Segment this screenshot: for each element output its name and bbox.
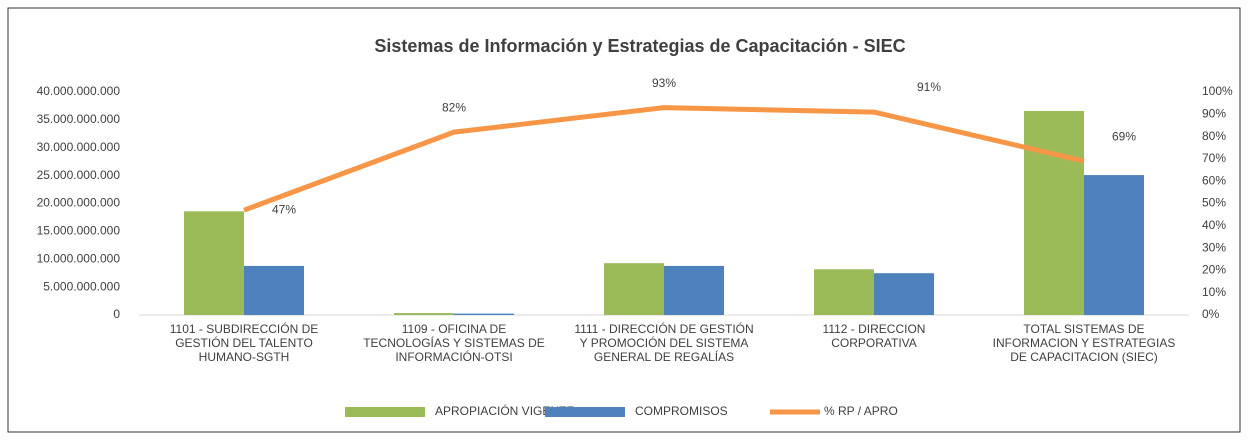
data-label: 69% [1112,129,1136,143]
legend-swatch [545,407,625,417]
bar [244,265,304,315]
data-label: 82% [442,100,466,114]
y-tick-label: 10.000.000.000 [37,251,121,265]
bar [874,273,934,315]
bar [454,313,514,315]
legend-label: COMPROMISOS [635,404,728,418]
y2-tick-label: 50% [1202,196,1226,210]
y2-tick-label: 40% [1202,218,1226,232]
bar [184,211,244,315]
y2-tick-label: 80% [1202,129,1226,143]
data-label: 91% [917,80,941,94]
y2-tick-label: 70% [1202,151,1226,165]
bar [664,265,724,315]
x-tick-label: 1101 - SUBDIRECCIÓN DE GESTIÓN DEL TALEN… [169,322,319,364]
legend-swatch [345,407,425,417]
y-tick-label: 40.000.000.000 [37,84,121,98]
bar [1024,110,1084,315]
y2-tick-label: 10% [1202,285,1226,299]
y-tick-label: 30.000.000.000 [37,140,121,154]
x-tick-label: 1111 - DIRECCIÓN DE GESTIÓN Y PROMOCIÓN … [574,322,754,364]
data-label: 47% [272,202,296,216]
bar [814,269,874,315]
y-tick-label: 0 [113,307,120,321]
legend-label: % RP / APRO [824,404,898,418]
y2-tick-label: 60% [1202,173,1226,187]
bar [1084,175,1144,315]
y-tick-label: 35.000.000.000 [37,112,121,126]
y-tick-label: 15.000.000.000 [37,224,121,238]
y-tick-label: 5.000.000.000 [43,279,120,293]
y2-tick-label: 100% [1202,84,1233,98]
y2-tick-label: 30% [1202,240,1226,254]
x-tick-label: 1109 - OFICINA DE TECNOLOGÍAS Y SISTEMAS… [363,322,545,364]
legend-label: APROPIACIÓN VIGENTE [435,403,574,418]
bar [604,263,664,315]
chart-title: Sistemas de Información y Estrategias de… [374,36,905,56]
y-tick-label: 20.000.000.000 [37,196,121,210]
y-tick-label: 25.000.000.000 [37,168,121,182]
x-tick-label: TOTAL SISTEMAS DE INFORMACION Y ESTRATEG… [992,322,1176,364]
data-label: 93% [652,76,676,90]
line [243,105,1085,213]
y2-tick-label: 0% [1202,307,1220,321]
y2-tick-label: 20% [1202,263,1226,277]
y2-tick-label: 90% [1202,106,1226,120]
x-tick-label: 1112 - DIRECCION CORPORATIVA [822,322,926,350]
bar [394,313,454,315]
